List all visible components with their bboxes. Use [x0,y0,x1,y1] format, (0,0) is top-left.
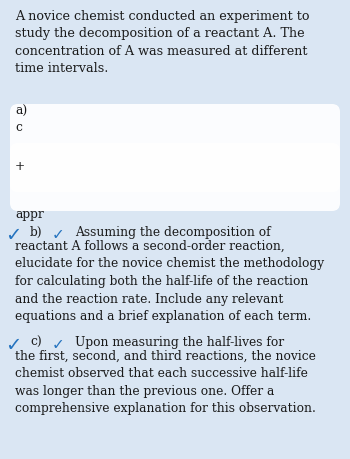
FancyBboxPatch shape [10,105,340,193]
FancyBboxPatch shape [10,144,340,212]
Text: appr: appr [15,207,44,220]
Text: +: + [15,160,25,173]
Text: ✓: ✓ [5,335,21,354]
Text: reactant A follows a second-order reaction,
elucidate for the novice chemist the: reactant A follows a second-order reacti… [15,240,324,322]
Text: c: c [15,121,22,134]
Text: c): c) [30,335,42,348]
Text: a): a) [15,105,27,118]
Text: ✓: ✓ [52,336,65,351]
Text: the first, second, and third reactions, the novice
chemist observed that each su: the first, second, and third reactions, … [15,349,316,414]
Text: Assuming the decomposition of: Assuming the decomposition of [75,225,271,239]
Text: Upon measuring the half-lives for: Upon measuring the half-lives for [75,335,284,348]
Text: A novice chemist conducted an experiment to
study the decomposition of a reactan: A novice chemist conducted an experiment… [15,10,309,75]
Text: ✓: ✓ [5,225,21,245]
Text: b): b) [30,225,43,239]
Text: ✓: ✓ [52,226,65,241]
